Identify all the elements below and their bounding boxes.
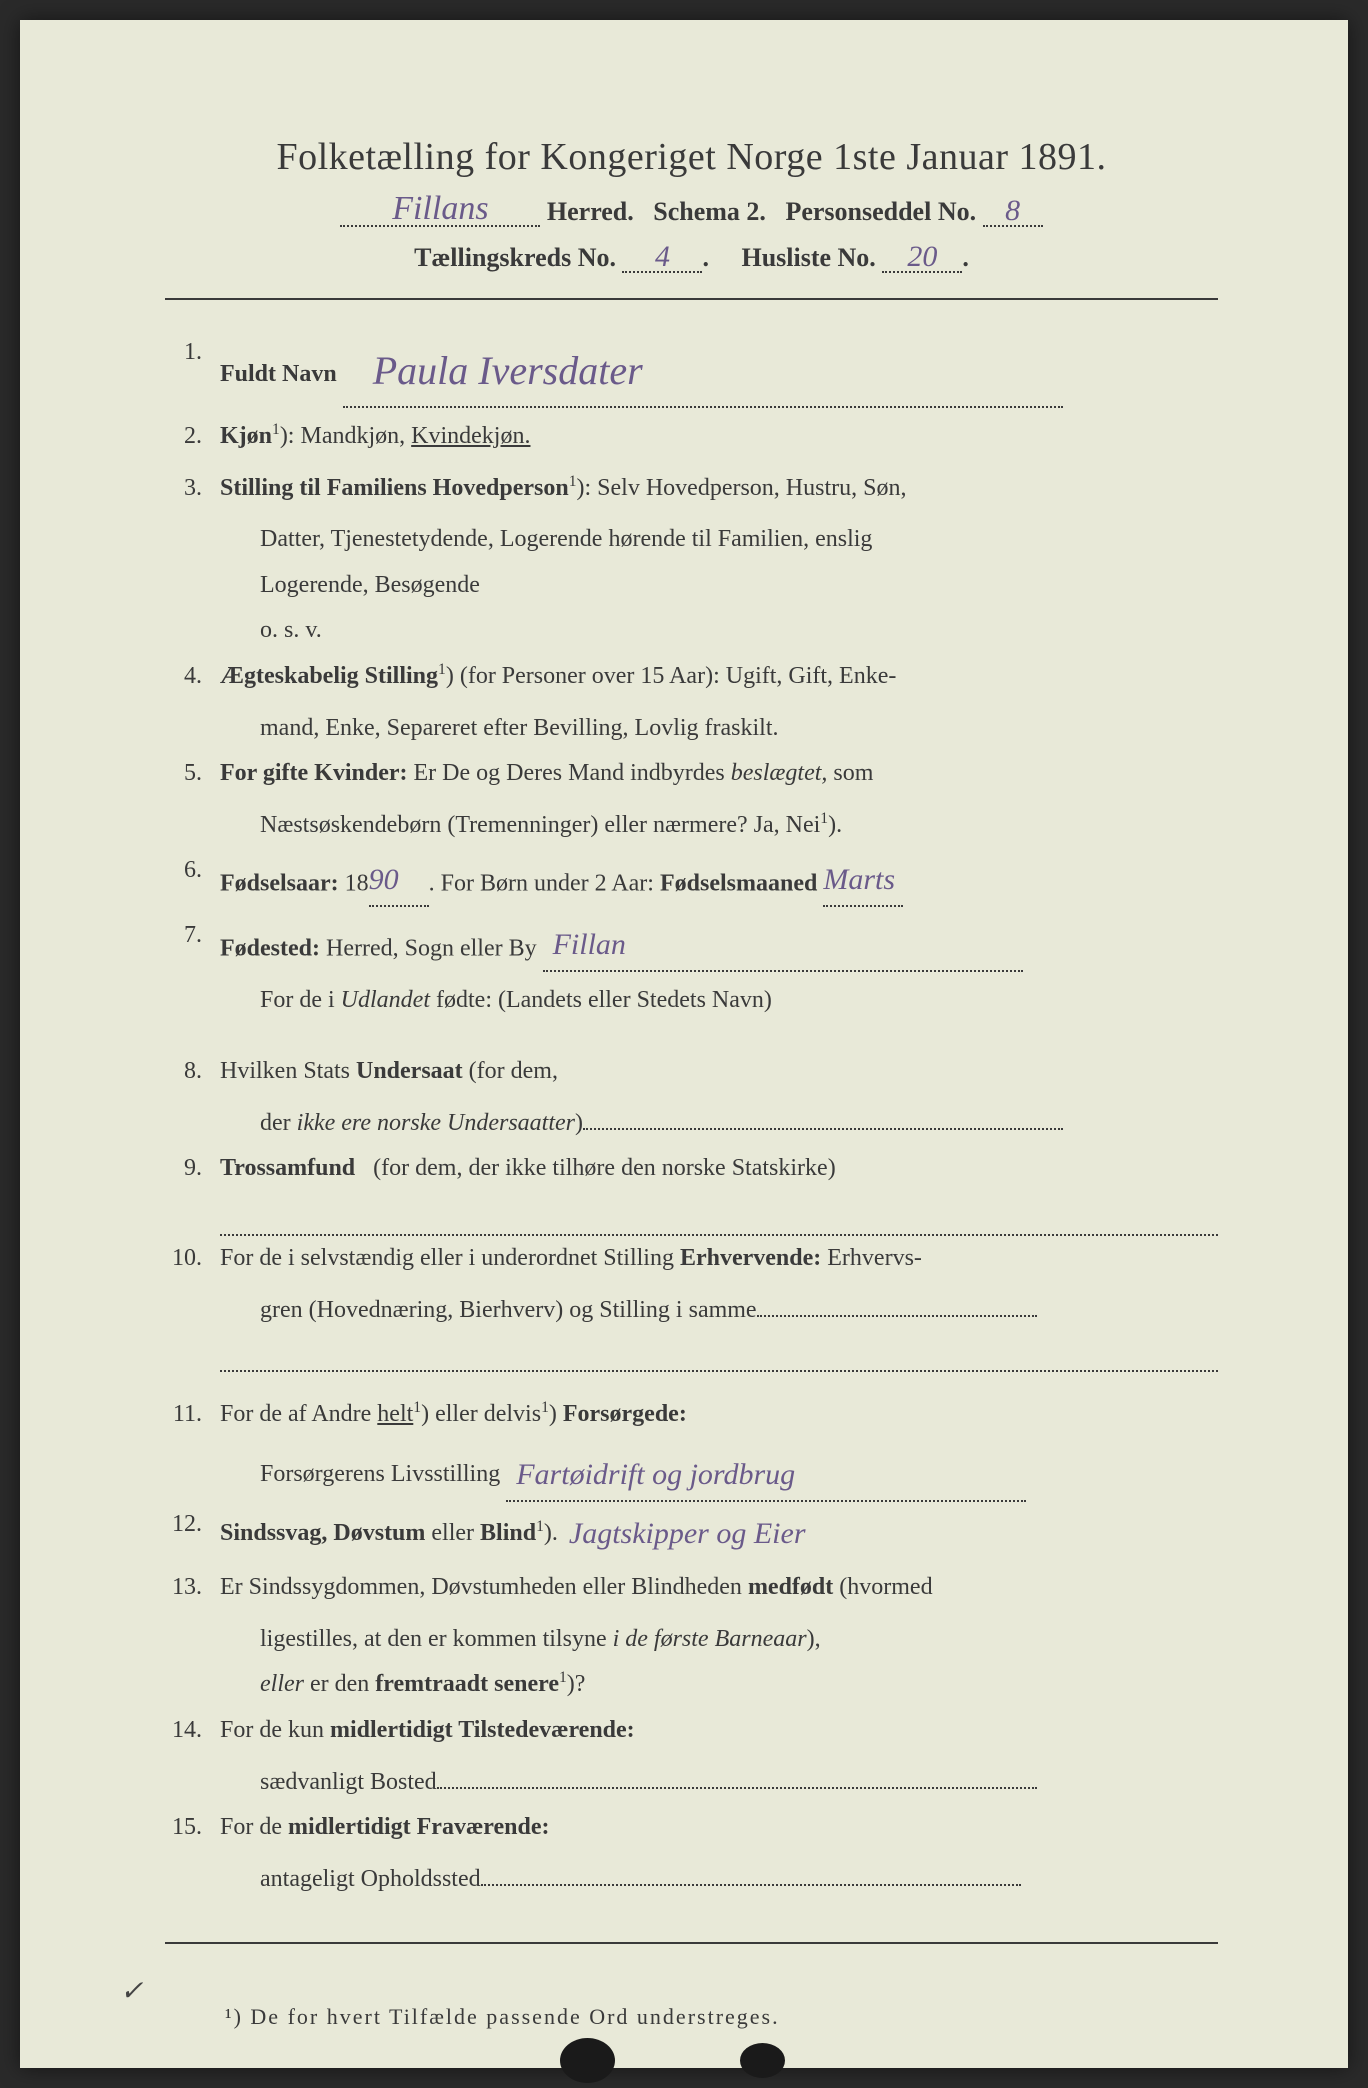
row-4-cont1: mand, Enke, Separeret efter Bevilling, L… [165,706,1218,752]
label-erhvervende: Erhvervende: [680,1245,821,1271]
footnote: ¹) De for hvert Tilfælde passende Ord un… [165,2004,1218,2030]
row-13-cont2: eller er den fremtraadt senere1)? [165,1662,1218,1708]
husliste-label: Husliste No. [741,243,875,272]
row-15: 15. For de midlertidigt Fraværende: [165,1805,1218,1851]
row-8-cont1: der ikke ere norske Undersaatter) [165,1101,1218,1147]
row-14-cont1: sædvanligt Bosted [165,1760,1218,1806]
row-5-cont1: Næstsøskendebørn (Tremenninger) eller næ… [165,803,1218,849]
row-1: 1. Fuldt Navn Paula Iversdater [165,330,1218,408]
field-12-value: Jagtskipper og Eier [569,1517,806,1550]
row-4: 4. Ægteskabelig Stilling1) (for Personer… [165,654,1218,700]
row-6: 6. Fødselsaar: 1890. For Børn under 2 Aa… [165,848,1218,907]
form-title: Folketælling for Kongeriget Norge 1ste J… [165,135,1218,179]
taellingskreds-field: 4 [622,237,702,273]
label-midlertidigt-fravaer: midlertidigt Fraværende: [288,1814,550,1840]
row-10-cont1: gren (Hovednæring, Bierhverv) og Stillin… [165,1288,1218,1334]
label-sindssvag: Sindssvag, Døvstum [220,1520,431,1546]
paper-damage-1 [560,2038,615,2083]
row-3-cont2: Logerende, Besøgende [165,563,1218,609]
divider-bottom [165,1942,1218,1944]
herred-label: Herred. [547,197,634,226]
row-5: 5. For gifte Kvinder: Er De og Deres Man… [165,751,1218,797]
label-aegteskab: Ægteskabelig Stilling [220,663,438,689]
census-form-page: Folketælling for Kongeriget Norge 1ste J… [20,20,1348,2068]
label-gifte-kvinder: For gifte Kvinder: [220,760,408,786]
label-midlertidigt-tilstede: midlertidigt Tilstedeværende: [330,1717,635,1743]
row-14: 14. For de kun midlertidigt Tilstedevære… [165,1708,1218,1754]
label-undersaat: Undersaat [356,1058,463,1084]
header-line-1: Fillans Herred. Schema 2. Personseddel N… [165,187,1218,227]
row-3-cont3: o. s. v. [165,608,1218,654]
row-9: 9. Trossamfund (for dem, der ikke tilhør… [165,1146,1218,1192]
label-stilling: Stilling til Familiens Hovedperson [220,475,569,501]
label-fodested: Fødested: [220,936,320,962]
row-7: 7. Fødested: Herred, Sogn eller By Filla… [165,913,1218,972]
label-medfodt: medfødt [748,1574,833,1600]
field-year: 90 [369,848,429,907]
corner-mark: ✓ [120,1974,143,2008]
row-11-cont1: Forsørgerens Livsstilling Fartøidrift og… [165,1443,1218,1502]
row-9-line [220,1198,1218,1236]
row-12: 12. Sindssvag, Døvstum eller Blind1). Ja… [165,1502,1218,1559]
header-line-2: Tællingskreds No. 4. Husliste No. 20. [165,237,1218,273]
label-trossamfund: Trossamfund [220,1155,355,1181]
row-10-line [220,1333,1218,1371]
label-fuldt-navn: Fuldt Navn [220,361,337,387]
row-13-cont1: ligestilles, at den er kommen tilsyne i … [165,1617,1218,1663]
personseddel-field: 8 [983,191,1043,227]
field-fuldt-navn: Paula Iversdater [343,330,1063,408]
row-10: 10. For de i selvstændig eller i underor… [165,1236,1218,1282]
taellingskreds-label: Tællingskreds No. [414,243,616,272]
field-livsstilling: Fartøidrift og jordbrug [506,1443,1026,1502]
divider-top [165,298,1218,300]
row-13: 13. Er Sindssygdommen, Døvstumheden elle… [165,1565,1218,1611]
field-fodested: Fillan [543,913,1023,972]
schema-label: Schema 2. [653,197,766,226]
personseddel-label: Personseddel No. [785,197,976,226]
row-15-cont1: antageligt Opholdssted [165,1857,1218,1903]
form-body: 1. Fuldt Navn Paula Iversdater 2. Kjøn1)… [165,330,1218,1902]
paper-damage-2 [740,2043,785,2078]
label-forsorgede: Forsørgede: [557,1401,687,1427]
row-3-cont1: Datter, Tjenestetydende, Logerende høren… [165,517,1218,563]
form-header: Folketælling for Kongeriget Norge 1ste J… [165,135,1218,273]
row-11: 11. For de af Andre helt1) eller delvis1… [165,1392,1218,1438]
field-month: Marts [823,848,903,907]
husliste-field: 20 [882,237,962,273]
row-3: 3. Stilling til Familiens Hovedperson1):… [165,466,1218,512]
row-2: 2. Kjøn1): Mandkjøn, Kvindekjøn. [165,414,1218,460]
herred-field: Fillans [340,187,540,227]
row-7-cont1: For de i Udlandet fødte: (Landets eller … [165,978,1218,1024]
row-8: 8. Hvilken Stats Undersaat (for dem, [165,1049,1218,1095]
label-kjon: Kjøn [220,423,272,449]
label-fodselsaar: Fødselsaar: [220,871,339,897]
